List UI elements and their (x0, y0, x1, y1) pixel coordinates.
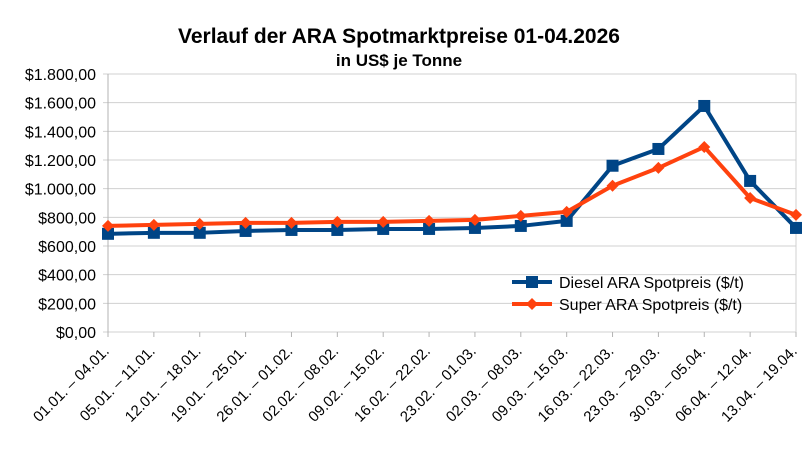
data-point (102, 219, 114, 232)
data-point (377, 222, 390, 235)
data-point (606, 179, 619, 192)
data-point (652, 161, 665, 174)
data-point (331, 215, 344, 228)
series-0 (102, 99, 802, 240)
series-1 (102, 140, 802, 232)
y-tick-label: $800,00 (38, 210, 96, 227)
y-tick-label: $0,00 (56, 325, 96, 342)
data-point (468, 213, 481, 226)
data-point (744, 191, 757, 204)
y-tick-label: $1.800,00 (25, 67, 96, 84)
data-point (514, 219, 527, 232)
y-tick-label: $200,00 (38, 296, 96, 313)
chart-title: Verlauf der ARA Spotmarktpreise 01-04.20… (178, 25, 620, 48)
data-point (193, 217, 206, 230)
y-tick-label: $600,00 (38, 239, 96, 256)
data-point (239, 216, 252, 229)
y-tick-label: $1.000,00 (25, 182, 96, 199)
data-point (193, 226, 206, 239)
data-point (331, 223, 344, 236)
data-point (468, 221, 481, 234)
data-point (147, 226, 160, 239)
legend-marker (526, 298, 538, 310)
y-tick-label: $1.600,00 (25, 96, 96, 113)
legend-label: Diesel ARA Spotpreis ($/t) (559, 275, 744, 292)
data-point (606, 159, 619, 172)
chart-subtitle: in US$ je Tonne (336, 51, 462, 70)
data-point (698, 99, 711, 112)
data-point (560, 205, 573, 218)
data-point (423, 214, 436, 227)
data-point (147, 218, 160, 231)
data-point (102, 227, 114, 240)
legend-label: Super ARA Spotpreis ($/t) (559, 297, 742, 314)
data-point (514, 209, 527, 222)
series-line (107, 103, 798, 236)
data-point (652, 142, 665, 155)
series-line (107, 144, 797, 228)
data-point (560, 214, 573, 227)
data-point (744, 174, 757, 187)
data-point (377, 215, 390, 228)
data-point (790, 221, 802, 234)
data-point (698, 140, 711, 153)
data-point (790, 208, 802, 221)
data-point (285, 223, 298, 236)
y-tick-label: $400,00 (38, 268, 96, 285)
y-tick-label: $1.200,00 (25, 153, 96, 170)
legend-marker (526, 276, 538, 288)
data-point (423, 222, 436, 235)
y-tick-label: $1.400,00 (25, 124, 96, 141)
data-point (285, 216, 298, 229)
x-tick-label: 01.01. – 04.01. (30, 343, 113, 426)
data-point (239, 224, 252, 237)
